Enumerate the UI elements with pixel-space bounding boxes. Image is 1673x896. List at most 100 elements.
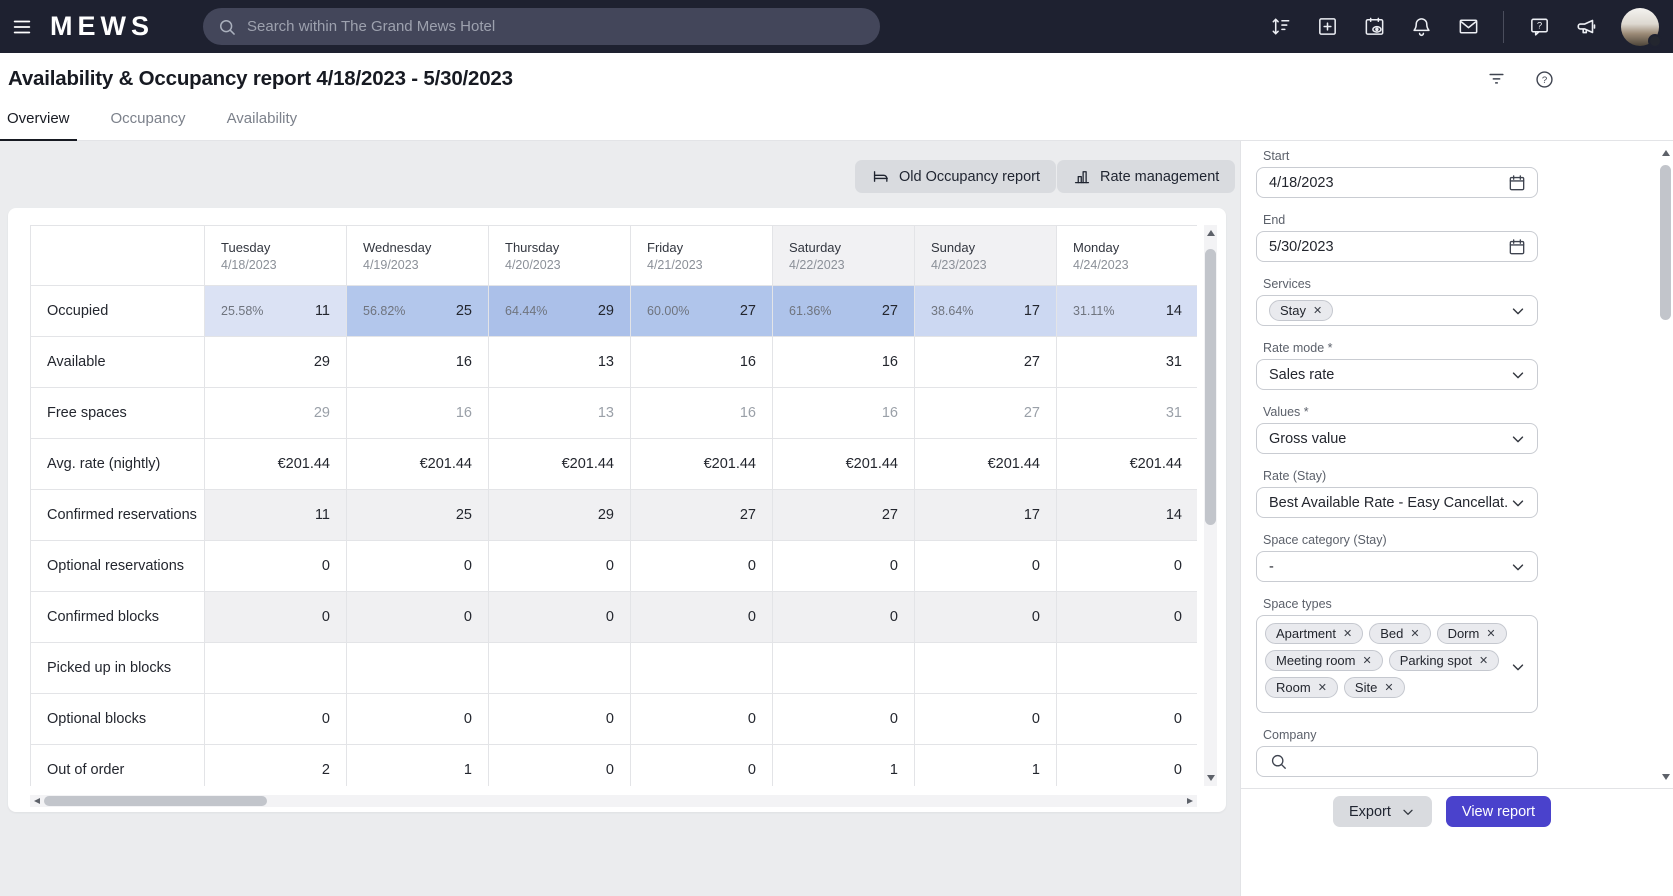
scroll-up-arrow[interactable] bbox=[1207, 230, 1215, 236]
value-cell: 0 bbox=[1056, 744, 1197, 786]
value-cell: 0 bbox=[488, 744, 631, 786]
value-cell: 0 bbox=[1056, 540, 1197, 592]
sidebar-scrollbar bbox=[1659, 145, 1672, 785]
table-row: Picked up in blocks bbox=[30, 642, 1197, 694]
rate-management-button[interactable]: Rate management bbox=[1057, 160, 1236, 193]
page-header: Availability & Occupancy report 4/18/202… bbox=[0, 53, 1673, 141]
remove-icon[interactable]: ✕ bbox=[1478, 655, 1489, 667]
end-date-value[interactable] bbox=[1269, 238, 1507, 255]
value-cell: €201.44 bbox=[914, 438, 1057, 490]
occupied-cell: 61.36% 27 bbox=[772, 285, 915, 337]
calendar-icon[interactable] bbox=[1507, 173, 1527, 193]
column-header-tuesday: Tuesday 4/18/2023 bbox=[204, 225, 347, 286]
row-label: Available bbox=[30, 336, 205, 388]
avatar[interactable] bbox=[1621, 7, 1662, 48]
remove-icon[interactable]: ✕ bbox=[1313, 305, 1323, 317]
horizontal-scroll-thumb[interactable] bbox=[44, 796, 267, 806]
value-cell: 0 bbox=[346, 693, 489, 745]
search-input[interactable] bbox=[247, 18, 866, 35]
occupancy-percent: 56.82% bbox=[363, 304, 406, 318]
remove-icon[interactable]: ✕ bbox=[1384, 682, 1394, 694]
rate-stay-select[interactable]: Best Available Rate - Easy Cancellat... bbox=[1256, 487, 1538, 518]
services-select[interactable]: Stay ✕ bbox=[1256, 295, 1538, 326]
chip-label: Apartment bbox=[1276, 626, 1336, 641]
value-cell: 14 bbox=[1056, 489, 1197, 541]
megaphone-icon[interactable] bbox=[1574, 15, 1598, 39]
messages-icon[interactable] bbox=[1456, 15, 1480, 39]
chevron-down-icon bbox=[1509, 494, 1527, 512]
value-cell: €201.44 bbox=[488, 438, 631, 490]
rate-mode-value: Sales rate bbox=[1269, 366, 1335, 383]
end-date-input[interactable] bbox=[1256, 231, 1538, 262]
company-label: Company bbox=[1263, 728, 1317, 742]
rate-management-label: Rate management bbox=[1100, 168, 1220, 185]
values-select[interactable]: Gross value bbox=[1256, 423, 1538, 454]
value-cell: 13 bbox=[488, 387, 631, 439]
space-type-chip[interactable]: Room ✕ bbox=[1265, 677, 1338, 698]
column-header-wednesday: Wednesday 4/19/2023 bbox=[346, 225, 489, 286]
sort-list-icon[interactable] bbox=[1268, 15, 1292, 39]
view-report-button[interactable]: View report bbox=[1445, 796, 1551, 827]
value-cell: 16 bbox=[772, 336, 915, 388]
chip-label: Site bbox=[1354, 680, 1378, 695]
chevron-down-icon bbox=[1509, 366, 1527, 384]
remove-icon[interactable]: ✕ bbox=[1410, 628, 1420, 640]
space-type-chip[interactable]: Bed ✕ bbox=[1369, 623, 1431, 644]
space-type-chip[interactable]: Meeting room ✕ bbox=[1265, 650, 1383, 671]
space-type-chip[interactable]: Dorm ✕ bbox=[1436, 623, 1507, 644]
help-bubble-icon[interactable]: ? bbox=[1527, 15, 1551, 39]
company-value[interactable] bbox=[1296, 753, 1527, 770]
old-occupancy-report-button[interactable]: Old Occupancy report bbox=[855, 160, 1057, 193]
help-icon[interactable]: ? bbox=[1534, 69, 1555, 90]
scroll-down-arrow[interactable] bbox=[1662, 774, 1670, 780]
space-type-chip[interactable]: Parking spot ✕ bbox=[1388, 650, 1500, 671]
service-chip[interactable]: Stay ✕ bbox=[1269, 300, 1334, 321]
value-cell: 0 bbox=[914, 591, 1057, 643]
value-cell: 25 bbox=[346, 489, 489, 541]
add-icon[interactable] bbox=[1315, 15, 1339, 39]
space-type-chip[interactable]: Site ✕ bbox=[1343, 677, 1405, 698]
value-cell: 31 bbox=[1056, 387, 1197, 439]
row-label: Occupied bbox=[30, 285, 205, 337]
global-search[interactable] bbox=[203, 8, 880, 45]
scroll-up-arrow[interactable] bbox=[1662, 150, 1670, 156]
values-label: Values * bbox=[1263, 405, 1309, 419]
calendar-view-icon[interactable] bbox=[1362, 15, 1386, 39]
occupied-cell: 60.00% 27 bbox=[630, 285, 773, 337]
start-date-input[interactable] bbox=[1256, 167, 1538, 198]
remove-icon[interactable]: ✕ bbox=[1342, 628, 1353, 640]
space-type-chip[interactable]: Apartment ✕ bbox=[1265, 623, 1364, 644]
space-types-select[interactable]: Apartment ✕ Bed ✕ Dorm ✕ Meeting room ✕ Parking … bbox=[1256, 615, 1538, 713]
filter-icon[interactable] bbox=[1487, 69, 1506, 90]
value-cell: 0 bbox=[914, 693, 1057, 745]
tab-overview[interactable]: Overview bbox=[0, 110, 77, 141]
menu-icon[interactable] bbox=[10, 16, 34, 38]
vertical-scroll-thumb[interactable] bbox=[1205, 249, 1216, 525]
value-cell: 16 bbox=[346, 387, 489, 439]
tab-availability[interactable]: Availability bbox=[226, 110, 298, 127]
scroll-down-arrow[interactable] bbox=[1207, 775, 1215, 781]
scroll-right-arrow[interactable] bbox=[1187, 798, 1193, 804]
company-search-input[interactable] bbox=[1256, 746, 1538, 777]
start-date-value[interactable] bbox=[1269, 174, 1507, 191]
calendar-icon[interactable] bbox=[1507, 237, 1527, 257]
value-cell: 0 bbox=[772, 540, 915, 592]
notifications-icon[interactable] bbox=[1409, 15, 1433, 39]
remove-icon[interactable]: ✕ bbox=[1362, 655, 1372, 667]
value-cell: 1 bbox=[346, 744, 489, 786]
remove-icon[interactable]: ✕ bbox=[1486, 628, 1496, 640]
rate-mode-select[interactable]: Sales rate bbox=[1256, 359, 1538, 390]
chip-label: Parking spot bbox=[1399, 653, 1472, 668]
occupancy-count: 11 bbox=[314, 303, 330, 319]
table-viewport: Tuesday 4/18/2023 Wednesday 4/19/2023 Thursd… bbox=[30, 225, 1197, 786]
remove-icon[interactable]: ✕ bbox=[1317, 682, 1327, 694]
export-button[interactable]: Export bbox=[1333, 796, 1432, 827]
sidebar-scroll-thumb[interactable] bbox=[1660, 165, 1671, 320]
space-category-select[interactable]: - bbox=[1256, 551, 1538, 582]
value-cell: 0 bbox=[488, 693, 631, 745]
tab-occupancy[interactable]: Occupancy bbox=[110, 110, 186, 127]
scroll-left-arrow[interactable] bbox=[34, 798, 40, 804]
chart-icon bbox=[1073, 168, 1091, 186]
value-cell: 0 bbox=[630, 591, 773, 643]
value-cell: 16 bbox=[346, 336, 489, 388]
